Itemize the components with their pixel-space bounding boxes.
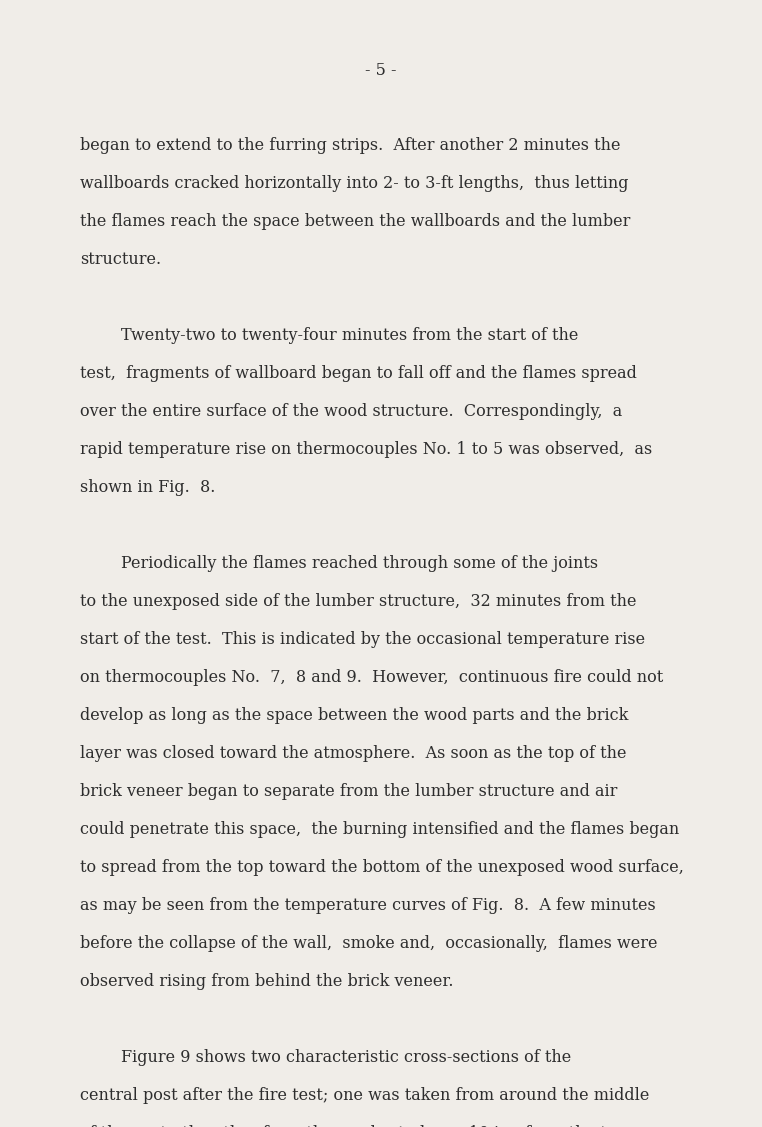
Text: structure.: structure. xyxy=(80,251,161,268)
Text: Twenty-two to twenty-four minutes from the start of the: Twenty-two to twenty-four minutes from t… xyxy=(80,327,578,344)
Text: of the post,  the other from the weakest place,  10 in.  from the top,: of the post, the other from the weakest … xyxy=(80,1125,632,1127)
Text: test,  fragments of wallboard began to fall off and the flames spread: test, fragments of wallboard began to fa… xyxy=(80,365,637,382)
Text: to spread from the top toward the bottom of the unexposed wood surface,: to spread from the top toward the bottom… xyxy=(80,859,684,876)
Text: - 5 -: - 5 - xyxy=(365,62,397,79)
Text: Periodically the flames reached through some of the joints: Periodically the flames reached through … xyxy=(80,554,598,573)
Text: began to extend to the furring strips.  After another 2 minutes the: began to extend to the furring strips. A… xyxy=(80,137,620,154)
Text: rapid temperature rise on thermocouples No. 1 to 5 was observed,  as: rapid temperature rise on thermocouples … xyxy=(80,441,652,458)
Text: could penetrate this space,  the burning intensified and the flames began: could penetrate this space, the burning … xyxy=(80,820,679,838)
Text: as may be seen from the temperature curves of Fig.  8.  A few minutes: as may be seen from the temperature curv… xyxy=(80,897,656,914)
Text: over the entire surface of the wood structure.  Correspondingly,  a: over the entire surface of the wood stru… xyxy=(80,403,623,420)
Text: Figure 9 shows two characteristic cross-sections of the: Figure 9 shows two characteristic cross-… xyxy=(80,1049,572,1066)
Text: to the unexposed side of the lumber structure,  32 minutes from the: to the unexposed side of the lumber stru… xyxy=(80,593,636,610)
Text: wallboards cracked horizontally into 2- to 3-ft lengths,  thus letting: wallboards cracked horizontally into 2- … xyxy=(80,175,629,192)
Text: on thermocouples No.  7,  8 and 9.  However,  continuous fire could not: on thermocouples No. 7, 8 and 9. However… xyxy=(80,669,663,686)
Text: layer was closed toward the atmosphere.  As soon as the top of the: layer was closed toward the atmosphere. … xyxy=(80,745,626,762)
Text: start of the test.  This is indicated by the occasional temperature rise: start of the test. This is indicated by … xyxy=(80,631,645,648)
Text: before the collapse of the wall,  smoke and,  occasionally,  flames were: before the collapse of the wall, smoke a… xyxy=(80,935,658,952)
Text: brick veneer began to separate from the lumber structure and air: brick veneer began to separate from the … xyxy=(80,783,617,800)
Text: shown in Fig.  8.: shown in Fig. 8. xyxy=(80,479,216,496)
Text: observed rising from behind the brick veneer.: observed rising from behind the brick ve… xyxy=(80,973,453,990)
Text: central post after the fire test; one was taken from around the middle: central post after the fire test; one wa… xyxy=(80,1088,649,1104)
Text: develop as long as the space between the wood parts and the brick: develop as long as the space between the… xyxy=(80,707,629,724)
Text: the flames reach the space between the wallboards and the lumber: the flames reach the space between the w… xyxy=(80,213,630,230)
